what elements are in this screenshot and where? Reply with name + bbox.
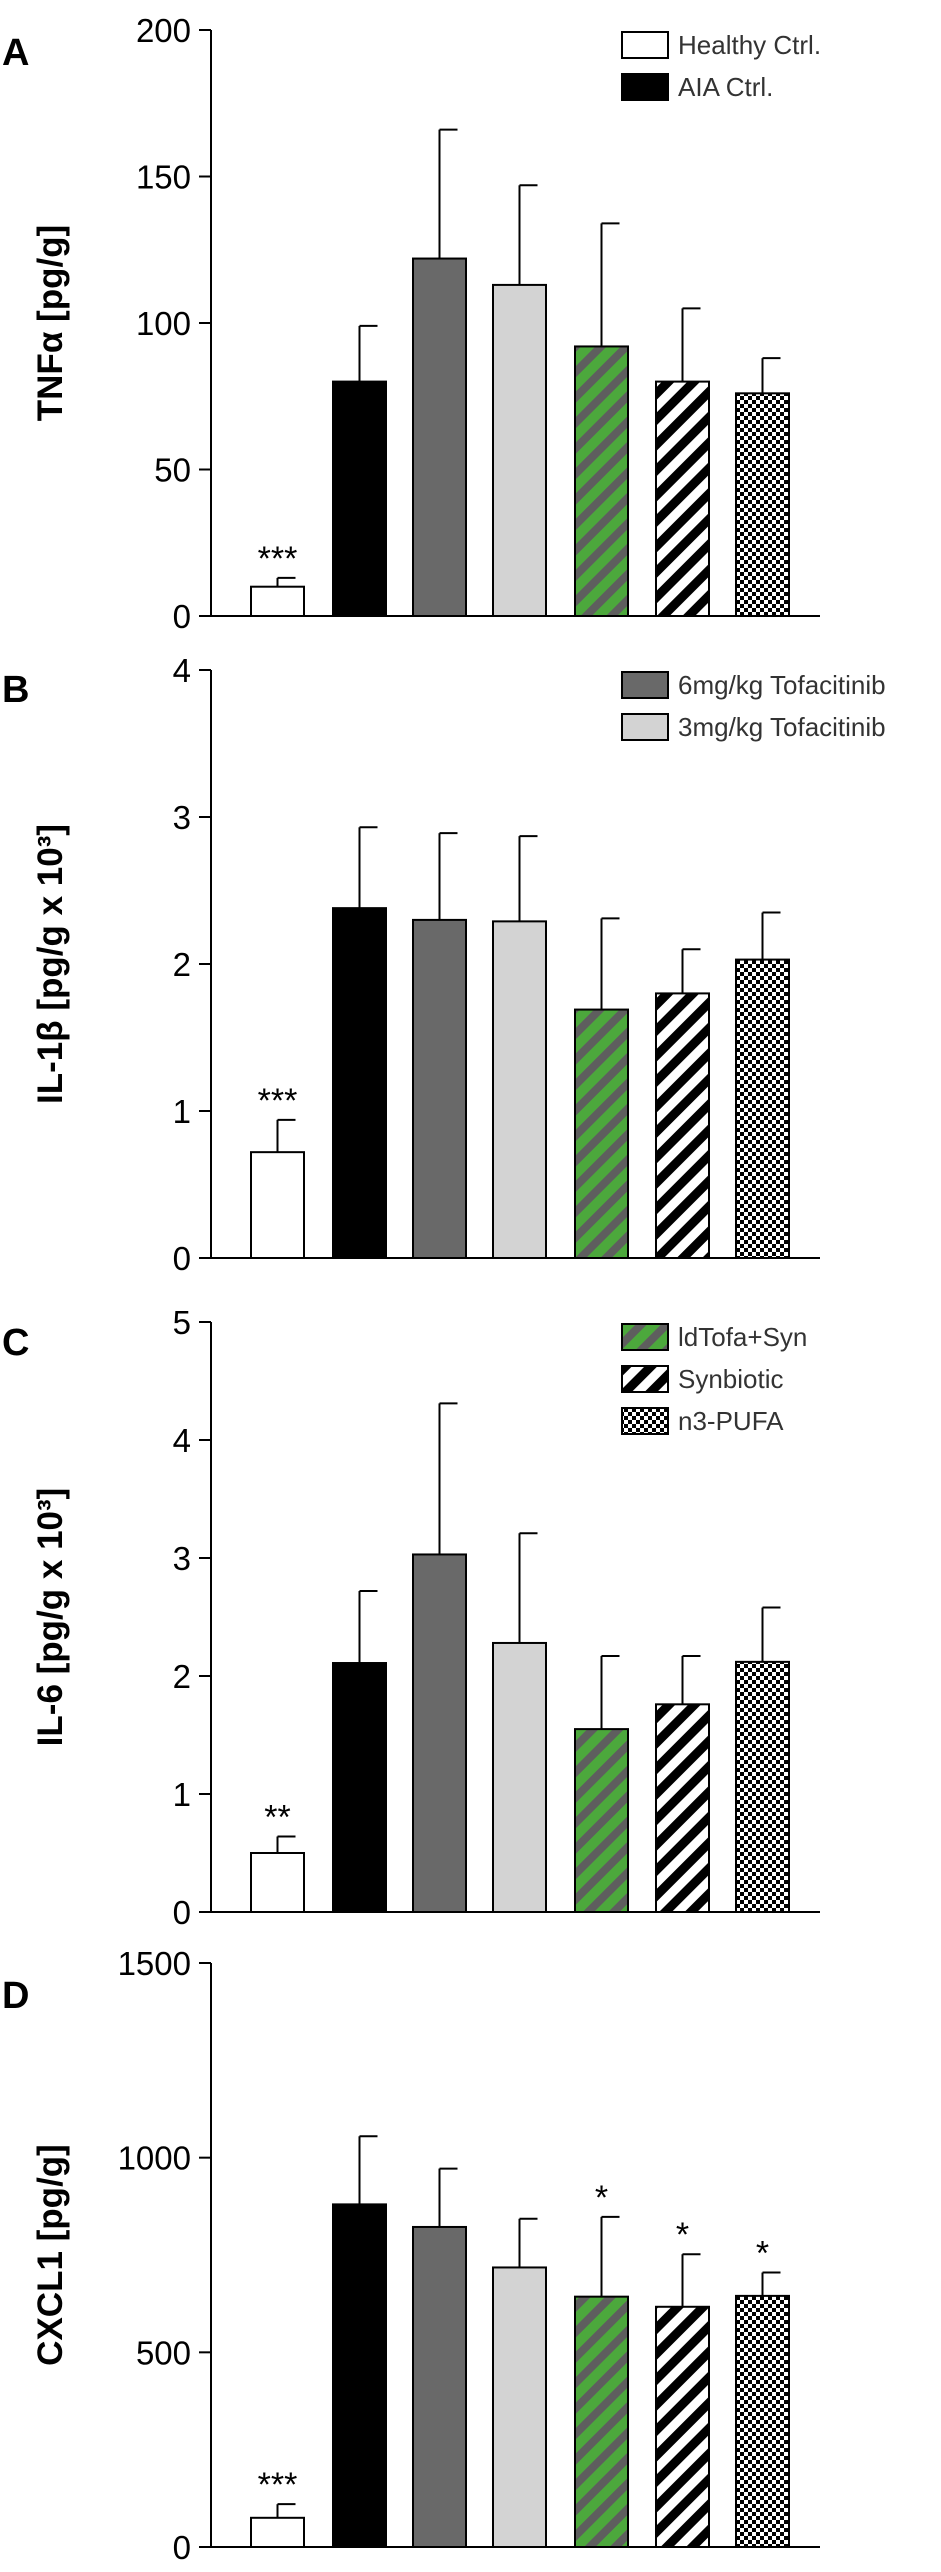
panel-d-bar-n3pufa bbox=[735, 2294, 790, 2548]
panel-c-bar-healthy bbox=[250, 1852, 305, 1913]
panel-a-legend-swatch-healthy bbox=[621, 31, 669, 59]
panel-b-legend-label-tofa6: 6mg/kg Tofacitinib bbox=[678, 670, 886, 700]
panel-a-letter: A bbox=[2, 32, 29, 74]
panel-c-legend-swatch-n3pufa bbox=[621, 1407, 669, 1435]
panel-d-bar-ldtofa bbox=[574, 2295, 629, 2549]
panel-d-bar-tofa3 bbox=[492, 2266, 547, 2549]
panel-d-bar-tofa6 bbox=[412, 2225, 467, 2549]
panel-a-legend-swatch-aia bbox=[621, 73, 669, 101]
panel-c-legend-swatch-ldtofa bbox=[621, 1323, 669, 1351]
panel-d-significance-n3pufa: * bbox=[756, 2235, 769, 2273]
panel-c-bar-tofa6 bbox=[412, 1553, 467, 1913]
panel-c-bar-n3pufa bbox=[735, 1660, 790, 1913]
panel-c-y-tick-label: 1 bbox=[173, 1776, 191, 1813]
panel-a-bar-ldtofa bbox=[574, 345, 629, 617]
panel-c-bar-aia bbox=[332, 1662, 387, 1914]
panel-b-bar-healthy bbox=[250, 1151, 305, 1260]
panel-c-y-tick-label: 3 bbox=[173, 1540, 191, 1577]
panel-d-bar-synbiotic bbox=[655, 2305, 710, 2548]
panel-d-bar-aia bbox=[332, 2203, 387, 2549]
panel-c-legend-label-synbiotic: Synbiotic bbox=[678, 1364, 784, 1394]
panel-c-significance-healthy: ** bbox=[264, 1798, 290, 1836]
panel-b-letter: B bbox=[2, 669, 29, 711]
panel-c-bar-tofa3 bbox=[492, 1641, 547, 1913]
panel-d-y-tick-label: 500 bbox=[136, 2334, 191, 2371]
panel-d-significance-healthy: *** bbox=[258, 2466, 298, 2504]
panel-d-letter: D bbox=[2, 1975, 29, 2017]
panel-a-bar-tofa6 bbox=[412, 257, 467, 617]
panel-a-y-tick-label: 200 bbox=[136, 12, 191, 49]
panel-b-y-tick-label: 1 bbox=[173, 1093, 191, 1130]
panel-a-y-tick-label: 50 bbox=[154, 452, 191, 489]
panel-b: B IL-1β [pg/g x 10³] 0 1 2 3 4 *** 6mg/kg Tofaci… bbox=[2, 652, 886, 1277]
panel-d-y-tick-label: 1500 bbox=[118, 1945, 191, 1982]
panel-a-y-tick-label: 150 bbox=[136, 159, 191, 196]
panel-b-y-tick-label: 3 bbox=[173, 799, 191, 836]
panel-b-legend-swatch-tofa3 bbox=[621, 713, 669, 741]
panel-c-legend-label-n3pufa: n3-PUFA bbox=[678, 1406, 784, 1436]
panel-c-y-tick-label: 2 bbox=[173, 1658, 191, 1695]
panel-d-significance-ldtofa: * bbox=[595, 2179, 608, 2217]
panel-b-bar-synbiotic bbox=[655, 992, 710, 1260]
panel-b-y-axis-label: IL-1β [pg/g x 10³] bbox=[31, 824, 70, 1104]
panel-c-y-tick-label: 0 bbox=[173, 1894, 191, 1931]
panel-a-bar-n3pufa bbox=[735, 392, 790, 617]
panel-a-legend-label-healthy: Healthy Ctrl. bbox=[678, 30, 821, 60]
panel-d-bar-healthy bbox=[250, 2516, 305, 2549]
panel-a-bar-synbiotic bbox=[655, 380, 710, 617]
panel-a-bar-aia bbox=[332, 380, 387, 617]
panel-d-y-tick-label: 0 bbox=[173, 2529, 191, 2566]
panel-b-bar-tofa3 bbox=[492, 920, 547, 1259]
panel-c-letter: C bbox=[2, 1322, 29, 1364]
panel-a-legend-label-aia: AIA Ctrl. bbox=[678, 72, 773, 102]
panel-c-legend-swatch-synbiotic bbox=[621, 1365, 669, 1393]
panel-a-y-tick-label: 100 bbox=[136, 305, 191, 342]
panel-a-y-tick-label: 0 bbox=[173, 598, 191, 635]
panel-b-y-tick-label: 0 bbox=[173, 1240, 191, 1277]
panel-b-legend-label-tofa3: 3mg/kg Tofacitinib bbox=[678, 712, 886, 742]
panel-b-bar-tofa6 bbox=[412, 918, 467, 1260]
panel-a: A TNFα [pg/g] 0 50 100 150 200 *** Healthy Ctrl.… bbox=[2, 12, 821, 635]
panel-c-bar-ldtofa bbox=[574, 1728, 629, 1913]
panel-d-y-tick-label: 1000 bbox=[118, 2140, 191, 2177]
panel-b-y-tick-label: 4 bbox=[173, 652, 191, 689]
panel-a-bar-healthy bbox=[250, 585, 305, 618]
panel-c-legend-label-ldtofa: ldTofa+Syn bbox=[678, 1322, 807, 1352]
panel-d-y-axis-label: CXCL1 [pg/g] bbox=[31, 2144, 70, 2366]
panel-a-y-axis-label: TNFα [pg/g] bbox=[31, 225, 70, 421]
panel-b-significance-healthy: *** bbox=[258, 1082, 298, 1120]
panel-b-bar-aia bbox=[332, 907, 387, 1259]
panel-a-significance-healthy: *** bbox=[258, 540, 298, 578]
panel-b-legend-swatch-tofa6 bbox=[621, 671, 669, 699]
panel-a-bar-tofa3 bbox=[492, 283, 547, 617]
panel-b-bar-n3pufa bbox=[735, 958, 790, 1260]
panel-c: C IL-6 [pg/g x 10³] 0 1 2 3 4 5 ** ldTofa+Syn Synb… bbox=[2, 1304, 820, 1931]
panel-b-bar-ldtofa bbox=[574, 1008, 629, 1259]
panel-c-y-tick-label: 5 bbox=[173, 1304, 191, 1341]
panel-b-y-tick-label: 2 bbox=[173, 946, 191, 983]
panel-c-y-tick-label: 4 bbox=[173, 1422, 191, 1459]
panel-d-significance-synbiotic: * bbox=[676, 2216, 689, 2254]
panel-c-bar-synbiotic bbox=[655, 1703, 710, 1913]
panel-c-y-axis-label: IL-6 [pg/g x 10³] bbox=[31, 1488, 70, 1747]
